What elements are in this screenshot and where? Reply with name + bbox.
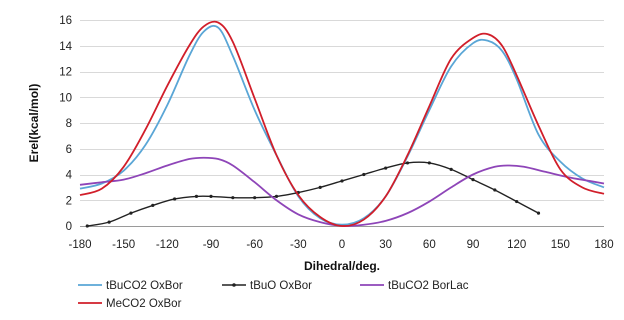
x-tick-label: -60 [246,239,263,251]
data-point [231,196,235,200]
data-point [318,185,322,189]
x-tick-label: -120 [156,239,179,251]
data-point [129,211,133,215]
data-point [493,188,497,192]
x-tick-label: 60 [423,239,436,251]
y-tick-label: 4 [66,170,73,182]
data-point [536,211,541,215]
legend-item-meco2-oxbor: MeCO2 OxBor [78,298,182,310]
y-tick-labels: 0 2 4 6 8 10 12 14 16 [59,15,72,233]
x-tick-label: 30 [379,239,392,251]
data-point [384,166,388,170]
y-tick-label: 6 [66,144,72,156]
y-tick-label: 8 [66,118,72,130]
y-tick-label: 16 [59,15,72,27]
y-tick-label: 12 [59,67,72,79]
x-axis-title: Dihedral/deg. [304,259,380,273]
y-tick-label: 0 [66,221,72,233]
series-layer [79,20,605,228]
data-point [194,194,199,198]
plot-area [79,20,605,228]
x-tick-label: 150 [551,239,570,251]
x-tick-labels: -180 -150 -120 -90 -60 -30 0 30 60 90 120 150 180 [68,239,613,251]
x-tick-label: 0 [339,239,345,251]
legend-label: tBuCO2 OxBor [106,280,183,292]
data-point [471,178,475,182]
series-line [87,161,539,227]
x-tick-label: -30 [290,239,307,251]
legend-label: MeCO2 OxBor [106,298,182,310]
legend-label: tBuCO2 BorLac [388,280,469,292]
data-point [515,199,519,204]
legend-item-tbuco2-oxbor: tBuCO2 OxBor [78,280,183,292]
x-tick-label: 120 [507,239,526,251]
legend-label: tBuO OxBor [250,280,312,292]
y-tick-label: 14 [59,41,72,53]
series-tbuo-oxbor [85,161,541,228]
legend-item-tbuo-oxbor: tBuO OxBor [222,280,312,292]
legend: tBuCO2 OxBor tBuO OxBor tBuCO2 BorLac MeCO2… [78,280,469,310]
series-meco2-oxbor [79,20,605,227]
y-tick-label: 10 [59,92,72,104]
y-tick-label: 2 [66,195,72,207]
data-point [362,172,366,177]
x-tick-label: 90 [467,239,480,251]
x-tick-label: 180 [594,239,613,251]
legend-item-tbuco2-borlac: tBuCO2 BorLac [360,280,469,292]
series-tbuco2-oxbor [79,25,605,226]
y-axis-title: Erel(kcal/mol) [27,84,41,163]
data-point [449,167,453,171]
data-point [405,161,410,165]
legend-marker [232,283,236,287]
series-line [79,25,605,226]
data-point [209,194,213,198]
data-point [274,194,279,198]
x-tick-label: -150 [112,239,135,251]
x-tick-label: -90 [203,239,220,251]
data-point [253,196,257,200]
data-point [173,197,177,201]
data-point [340,179,344,183]
data-point [107,220,111,224]
data-point [427,161,431,165]
data-point [85,224,89,228]
data-point [151,203,155,207]
series-line [79,20,605,227]
x-tick-label: -180 [68,239,91,251]
